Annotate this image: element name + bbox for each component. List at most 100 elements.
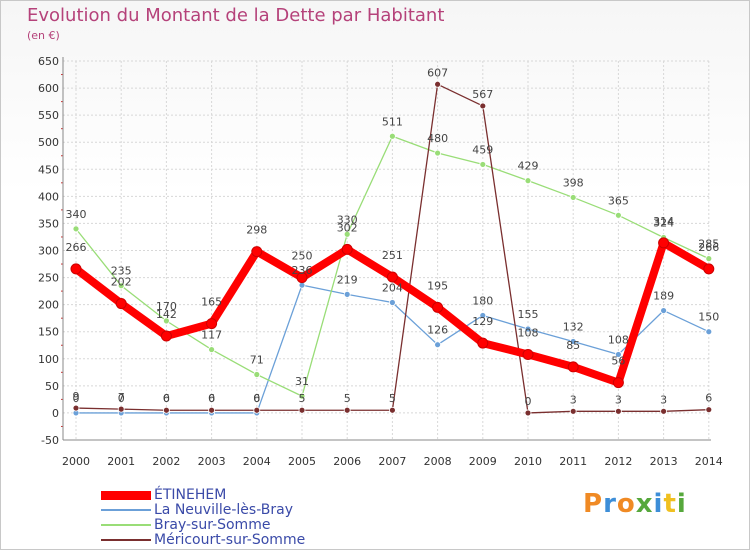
y-tick-label: 350: [38, 217, 59, 230]
data-label: 340: [66, 208, 87, 221]
x-tick-label: 2005: [288, 455, 316, 468]
legend-swatch-la-neuville-les-bray: [101, 509, 151, 511]
x-tick-label: 2009: [469, 455, 497, 468]
data-point-1: [343, 290, 351, 298]
data-label: 266: [66, 241, 87, 254]
y-tick-label: 450: [38, 163, 59, 176]
data-label: 132: [563, 320, 584, 333]
data-label: 204: [382, 281, 403, 294]
x-tick-label: 2008: [424, 455, 452, 468]
data-point-1: [660, 307, 667, 314]
data-point-3: [660, 407, 667, 415]
data-point-1: [615, 351, 622, 358]
x-tick-label: 2011: [559, 455, 587, 468]
data-point-2: [343, 230, 351, 238]
x-tick-label: 2003: [198, 455, 226, 468]
data-label: 314: [653, 215, 674, 228]
data-label: 285: [698, 238, 719, 251]
data-point-1: [434, 341, 442, 349]
y-tick-label: 300: [38, 245, 59, 258]
data-point-2: [208, 346, 216, 353]
legend-label-bray-sur-somme: Bray-sur-Somme: [154, 517, 271, 533]
y-tick-label: 150: [38, 326, 59, 339]
data-point-3: [615, 407, 622, 415]
data-point-2: [569, 194, 577, 201]
data-point-0: [70, 263, 82, 275]
data-point-2: [298, 392, 306, 400]
data-point-1: [388, 299, 396, 306]
x-tick-label: 2001: [107, 455, 135, 468]
data-point-1: [569, 338, 577, 345]
data-point-0: [386, 271, 398, 283]
data-label: 236: [292, 264, 313, 277]
line-chart: -500501001502002503003504004505005506006…: [38, 55, 723, 468]
data-point-0: [612, 377, 624, 389]
data-label: 31: [295, 375, 309, 388]
x-tick-label: 2000: [62, 455, 90, 468]
data-label: 7: [118, 391, 125, 404]
data-label: 567: [472, 88, 493, 101]
y-tick-label: 600: [38, 82, 59, 95]
data-point-3: [208, 406, 216, 414]
y-tick-label: 650: [38, 55, 59, 68]
data-point-0: [296, 272, 308, 284]
y-tick-label: 100: [38, 353, 59, 366]
data-label: 219: [337, 273, 358, 286]
data-label: 6: [163, 392, 170, 405]
data-point-0: [341, 243, 353, 255]
y-tick-label: 250: [38, 272, 59, 285]
data-label: 155: [518, 308, 539, 321]
data-label: 0: [253, 392, 260, 405]
x-tick-label: 2014: [695, 455, 723, 468]
data-point-3: [117, 405, 125, 413]
data-label: 126: [427, 324, 448, 337]
x-tick-label: 2004: [243, 455, 271, 468]
data-label: 142: [156, 308, 177, 321]
data-point-0: [567, 361, 579, 373]
data-point-0: [703, 263, 715, 275]
chart-title: Evolution du Montant de la Dette par Hab…: [27, 5, 445, 26]
data-point-2: [253, 371, 261, 378]
data-label: 108: [608, 333, 629, 346]
data-label: 85: [566, 339, 580, 352]
data-label: 117: [201, 329, 222, 342]
data-point-0: [251, 246, 263, 258]
data-label: 170: [156, 300, 177, 313]
legend-swatch-etinehem: [101, 491, 151, 500]
data-point-2: [434, 149, 442, 157]
data-point-3: [479, 102, 487, 110]
data-label: 5: [299, 392, 306, 405]
data-point-1: [705, 328, 713, 336]
data-point-3: [298, 406, 306, 414]
legend-swatch-bray-sur-somme: [101, 524, 151, 526]
data-point-1: [479, 312, 487, 319]
data-label: 189: [653, 290, 674, 303]
data-point-3: [253, 406, 261, 414]
data-point-2: [162, 317, 170, 325]
data-point-3: [162, 406, 170, 414]
data-point-3: [343, 406, 351, 414]
data-label: 129: [472, 315, 493, 328]
data-label: 0: [118, 392, 125, 405]
data-label: 511: [382, 115, 403, 128]
data-point-2: [705, 255, 713, 263]
data-point-3: [705, 406, 713, 414]
data-label: 266: [698, 241, 719, 254]
data-point-3: [434, 80, 442, 88]
data-label: 5: [344, 392, 351, 405]
data-label: 9: [73, 390, 80, 403]
data-point-3: [388, 406, 396, 414]
y-tick-label: 500: [38, 136, 59, 149]
data-label: 459: [472, 143, 493, 156]
data-point-0: [477, 337, 489, 349]
data-label: 398: [563, 176, 584, 189]
data-label: 5: [389, 392, 396, 405]
x-tick-label: 2007: [378, 455, 406, 468]
data-label: 0: [208, 392, 215, 405]
data-label: 3: [660, 393, 667, 406]
data-label: 71: [250, 353, 264, 366]
data-point-0: [522, 348, 534, 360]
data-point-2: [479, 161, 487, 168]
data-label: 180: [472, 294, 493, 307]
